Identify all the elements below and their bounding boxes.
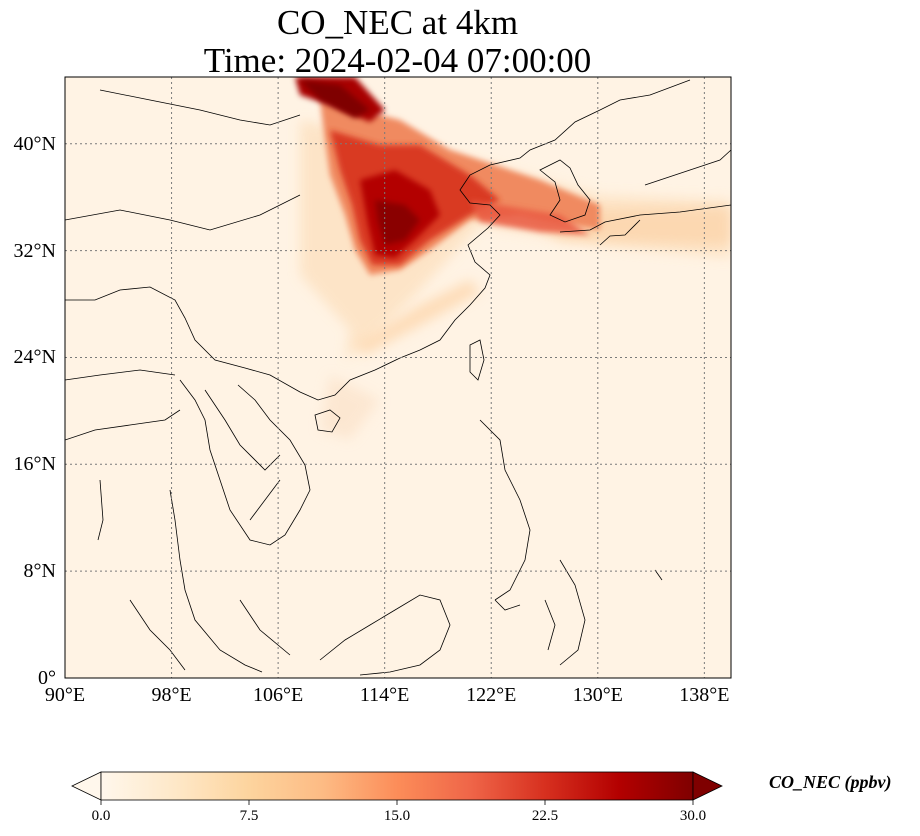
colorbar-tick-label: 7.5	[239, 808, 259, 824]
map-time-subtitle: Time: 2024-02-04 07:00:00	[203, 41, 592, 80]
lat-tick-label: 32°N	[13, 239, 56, 262]
lon-tick-label: 98°E	[151, 684, 192, 706]
colorbar-tick-label: 30.0	[679, 808, 707, 824]
colorbar-gradient	[100, 771, 694, 801]
lon-tick-label: 114°E	[359, 684, 410, 706]
colorbar-tick-label: 15.0	[383, 808, 411, 824]
lat-tick-label: 8°N	[23, 560, 56, 583]
map-title: CO_NEC at 4km	[276, 3, 519, 42]
map-frame	[64, 76, 732, 679]
colorbar	[71, 771, 723, 805]
lon-tick-label: 122°E	[466, 684, 517, 706]
colorbar-extend-low	[71, 771, 102, 801]
lat-tick-label: 40°N	[13, 132, 56, 155]
colorbar-tick-label: 22.5	[531, 808, 559, 824]
lat-tick-label: 16°N	[13, 453, 56, 476]
colorbar-label: CO_NEC (ppbv)	[769, 772, 892, 792]
lon-tick-label: 90°E	[44, 684, 86, 706]
colorbar-tickmarks	[100, 800, 694, 805]
coastlines	[65, 79, 731, 676]
lon-tick-label: 130°E	[572, 684, 623, 706]
colorbar-extend-high	[692, 771, 723, 801]
lat-tick-label: 0°	[38, 667, 56, 689]
colorbar-tick-label: 0.0	[91, 808, 111, 824]
lon-tick-label: 106°E	[253, 684, 304, 706]
lon-tick-label: 138°E	[679, 684, 730, 706]
map-gridlines	[65, 77, 731, 678]
lat-tick-label: 24°N	[13, 346, 56, 369]
